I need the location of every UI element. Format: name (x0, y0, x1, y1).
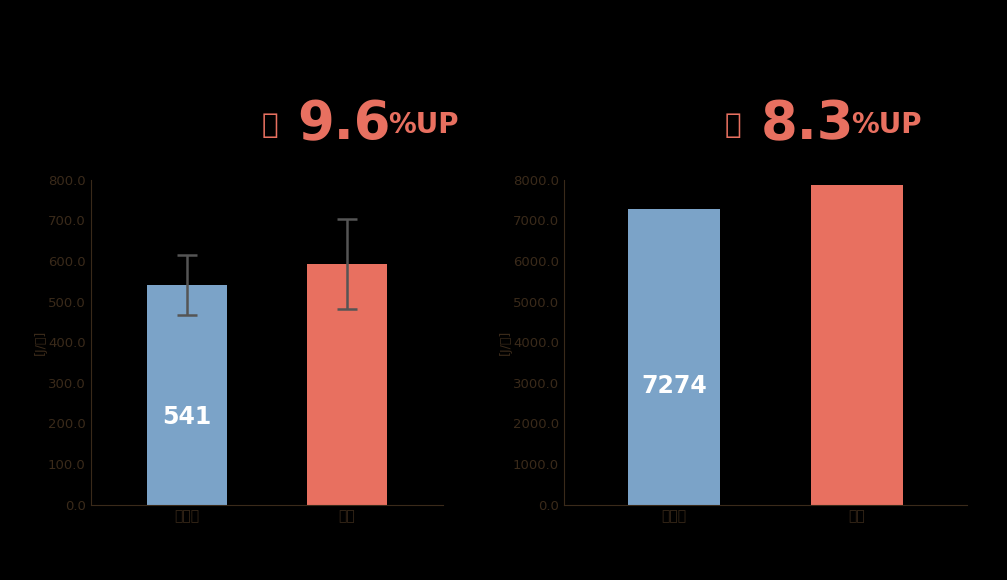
Text: 9.6: 9.6 (297, 99, 391, 151)
Text: 7879: 7879 (824, 365, 890, 389)
Bar (628, 209, 720, 505)
Text: 8.3: 8.3 (760, 99, 854, 151)
Bar (307, 264, 387, 505)
Bar (811, 184, 902, 505)
Y-axis label: [J/根]: [J/根] (33, 329, 46, 355)
Text: 541: 541 (162, 405, 211, 429)
Y-axis label: [J/根]: [J/根] (498, 329, 512, 355)
Text: 約: 約 (262, 111, 279, 139)
Text: %UP: %UP (851, 111, 921, 139)
Text: 593: 593 (322, 396, 372, 420)
Text: 約: 約 (725, 111, 742, 139)
Text: 7274: 7274 (640, 375, 707, 398)
Bar (147, 285, 227, 505)
Text: %UP: %UP (388, 111, 458, 139)
